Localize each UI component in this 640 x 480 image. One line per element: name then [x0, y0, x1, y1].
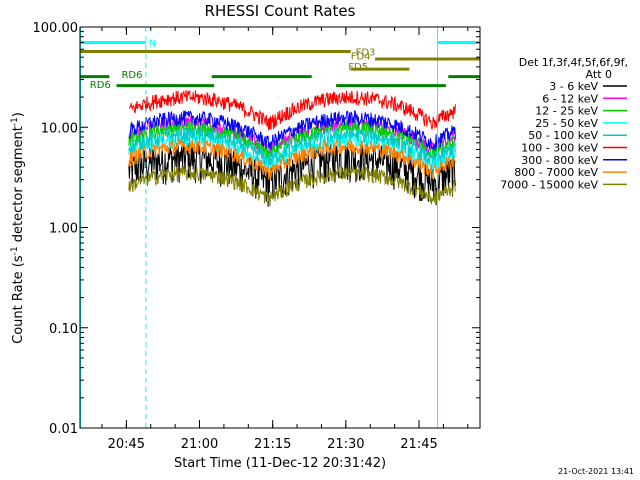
- legend-label-3: 25 - 50 keV: [535, 117, 598, 130]
- x-tick-label-2: 21:15: [254, 437, 291, 452]
- flag-label-1: FD3: [356, 47, 376, 58]
- series-line-4: [128, 126, 456, 166]
- legend-label-1: 6 - 12 keV: [542, 92, 598, 105]
- series-line-0: [128, 141, 456, 207]
- x-axis-ticks: 20:45 21:00 21:15 21:30 21:45: [101, 27, 469, 452]
- x-tick-label-4: 21:45: [400, 437, 437, 452]
- x-tick-label-3: 21:30: [327, 437, 364, 452]
- series-line-8: [128, 165, 456, 207]
- y-tick-label-0: 100.00: [33, 21, 79, 36]
- y-tick-label-4: 0.01: [49, 422, 78, 437]
- series-line-5: [128, 90, 456, 131]
- y-axis-title: Count Rate (s-1 detector segment-1): [10, 112, 26, 344]
- y-axis-title-sup2: -1: [10, 117, 20, 126]
- y-tick-label-2: 1.00: [49, 222, 78, 237]
- y-tick-label-3: 0.10: [49, 322, 78, 337]
- legend-label-5: 100 - 300 keV: [521, 142, 598, 155]
- plot-frame: [79, 26, 481, 429]
- series-layer: [128, 90, 456, 207]
- legend-header-line1: Det 1f,3f,4f,5f,6f,9f,: [519, 56, 628, 69]
- legend-label-6: 300 - 800 keV: [521, 154, 598, 167]
- legend-label-2: 12 - 25 keV: [535, 105, 598, 118]
- x-tick-label-0: 20:45: [108, 437, 145, 452]
- x-axis-title: Start Time (11-Dec-12 20:31:42): [174, 456, 386, 471]
- flag-vertical-lines: [79, 27, 439, 428]
- y-axis-title-end: ): [11, 112, 26, 117]
- y-tick-label-1: 10.00: [41, 121, 78, 136]
- y-axis-ticks: 100.00 10.00 1.00 0.10 0.01: [33, 21, 480, 437]
- x-tick-label-1: 21:00: [181, 437, 218, 452]
- series-line-6: [128, 109, 456, 151]
- y-axis-title-main: Count Rate (s: [11, 255, 26, 344]
- y-axis-title-mid: detector segment: [11, 126, 26, 246]
- flag-label-3: FD5: [348, 62, 368, 73]
- chart-title: RHESSI Count Rates: [205, 2, 356, 20]
- flag-label-2: FD4: [351, 51, 371, 62]
- flag-label-4: RD6: [121, 70, 142, 81]
- flag-label-0: N: [149, 39, 156, 50]
- flag-label-5: RD6: [90, 80, 111, 91]
- legend-label-7: 800 - 7000 keV: [514, 166, 598, 179]
- legend-label-0: 3 - 6 keV: [549, 80, 598, 93]
- footer-date: 21-Oct-2021 13:41: [558, 467, 634, 476]
- legend-label-4: 50 - 100 keV: [528, 129, 598, 142]
- y-axis-title-sup1: -1: [10, 246, 20, 255]
- legend-label-8: 7000 - 15000 keV: [500, 178, 598, 191]
- series-line-7: [128, 138, 456, 180]
- legend-header-line2: Att 0: [586, 68, 612, 81]
